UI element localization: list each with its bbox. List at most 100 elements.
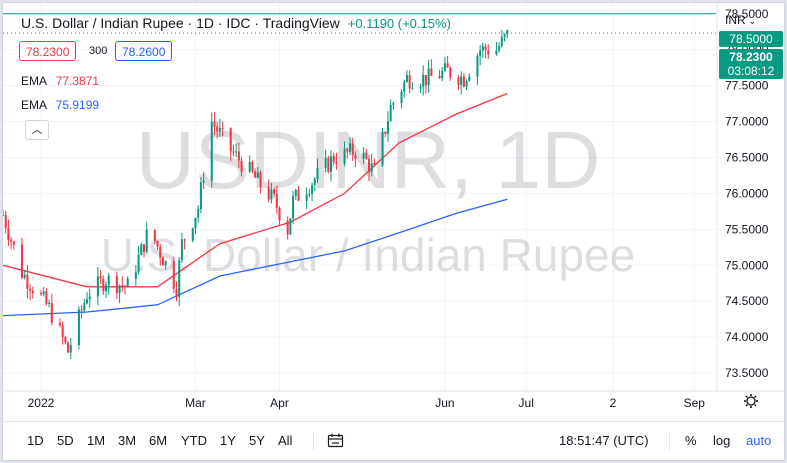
collapse-legend-button[interactable]: ︿ (25, 120, 49, 140)
price-tick-label: 77.0000 (725, 115, 769, 129)
candle-body (327, 157, 330, 172)
candle-body (330, 156, 333, 172)
candle-body (289, 218, 292, 235)
candle-body (351, 143, 354, 156)
percent-scale-toggle[interactable]: % (685, 433, 697, 448)
candle-body (216, 126, 219, 132)
timeframe-ytd[interactable]: YTD (181, 433, 207, 448)
candle-body (48, 302, 51, 304)
bottom-toolbar: 1D 5D 1M 3M 6M YTD 1Y 5Y All 18:51:47 (U… (3, 421, 784, 460)
candle-body (115, 275, 118, 294)
candle-body (96, 276, 99, 297)
candle-body (210, 121, 213, 181)
candle-body (10, 239, 13, 242)
ema-slow-value: 75.9199 (55, 98, 100, 112)
ema-slow-layer (3, 198, 508, 317)
candle-body (481, 46, 484, 51)
candle-body (123, 285, 127, 287)
candle-body (77, 309, 80, 346)
toolbar-separator (313, 432, 314, 450)
price-lines (3, 13, 716, 34)
time-tick-label: Sep (684, 396, 706, 410)
buy-button[interactable]: 78.2600 (115, 41, 173, 61)
current-price-value: 78.2300 (729, 50, 773, 64)
candle-body (386, 121, 389, 134)
candle-body (137, 254, 140, 273)
price-tick-label: 73.5000 (725, 366, 769, 380)
candle-body (373, 163, 376, 165)
utc-clock[interactable]: 18:51:47 (UTC) (559, 433, 649, 448)
time-axis[interactable]: 2022 Mar Apr Jun Jul 2 Sep (28, 396, 706, 410)
auto-scale-toggle[interactable]: auto (746, 433, 772, 448)
candle-body (441, 70, 444, 79)
candle-body (194, 217, 197, 229)
chart-canvas[interactable]: USDINR, 1D U.S. Dollar / Indian Rupee 73… (3, 3, 784, 421)
candle-body (422, 75, 425, 87)
candle-body (468, 76, 471, 81)
candle-body (297, 189, 300, 201)
candle-body (88, 296, 91, 300)
ema-slow-legend[interactable]: EMA 75.9199 (21, 98, 99, 112)
candle-body (140, 244, 143, 255)
timeframe-3m[interactable]: 3M (118, 433, 137, 448)
candle-body (251, 161, 254, 172)
candle-body (31, 290, 34, 294)
candle-body (389, 104, 392, 122)
date-range-calendar-icon[interactable] (327, 433, 345, 449)
candle-body (183, 239, 186, 241)
candle-body (427, 68, 430, 86)
candle-body (275, 193, 278, 209)
candle-body (58, 322, 61, 326)
candle-body (256, 172, 259, 178)
log-scale-toggle[interactable]: log (713, 433, 731, 448)
timeframe-6m[interactable]: 6M (149, 433, 168, 448)
candle-body (354, 155, 357, 159)
sell-button[interactable]: 78.2300 (19, 41, 77, 61)
candle-body (370, 163, 373, 172)
candle-body (199, 182, 202, 209)
candle-body (460, 76, 463, 85)
candle-body (153, 229, 156, 241)
ema-fast-legend[interactable]: EMA 77.3871 (21, 74, 99, 88)
candle-body (403, 81, 406, 92)
timeframe-all[interactable]: All (278, 433, 293, 448)
candle-body (3, 214, 5, 216)
candle-body (449, 67, 452, 78)
time-tick-label: Jun (435, 396, 454, 410)
time-tick-label: Jul (519, 396, 534, 410)
candle-body (424, 75, 427, 86)
candle-body (487, 50, 490, 55)
candle-body (20, 244, 23, 278)
symbol-title[interactable]: U.S. Dollar / Indian Rupee · 1D · IDC · … (21, 15, 340, 31)
candle-body (39, 293, 42, 295)
candle-body (221, 128, 224, 130)
candle-body (191, 228, 194, 241)
timeframe-1d[interactable]: 1D (27, 433, 44, 448)
timeframe-1y[interactable]: 1Y (220, 433, 236, 448)
candle-body (50, 302, 53, 323)
candle-body (142, 244, 145, 253)
candle-body (161, 257, 164, 266)
candle-body (23, 274, 26, 278)
candle-body (430, 68, 433, 77)
candle-body (348, 143, 352, 152)
timeframe-1m[interactable]: 1M (87, 433, 106, 448)
candle-body (270, 189, 273, 200)
candle-body (498, 46, 501, 51)
price-tick-label: 74.5000 (725, 294, 769, 308)
currency-selector[interactable]: INR ⌄ (725, 13, 756, 27)
candle-body (343, 148, 346, 164)
time-tick-label: Apr (270, 396, 289, 410)
candle-body (405, 75, 408, 82)
timeframe-5d[interactable]: 5D (57, 433, 74, 448)
candle-body (61, 325, 64, 338)
candle-body (381, 131, 384, 165)
timeframe-5y[interactable]: 5Y (249, 433, 265, 448)
settings-gear-icon[interactable] (744, 394, 758, 408)
candle-body (484, 46, 487, 51)
candle-body (83, 303, 86, 311)
candle-body (313, 179, 316, 185)
candle-body (365, 152, 368, 159)
candle-body (384, 131, 387, 134)
candle-body (324, 157, 327, 169)
